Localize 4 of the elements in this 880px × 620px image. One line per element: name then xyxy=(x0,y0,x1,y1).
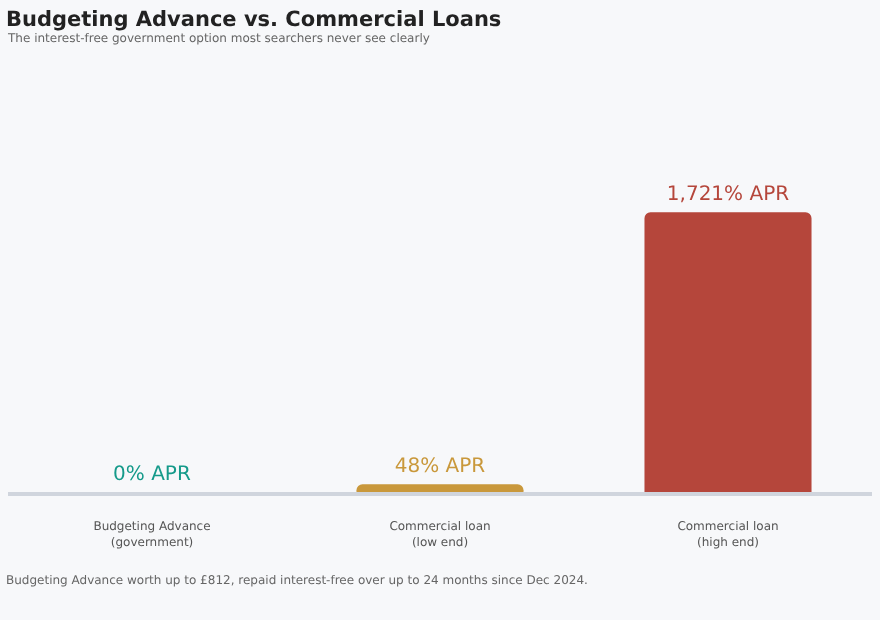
data-label: 48% APR xyxy=(394,456,486,479)
data-label: 1,721% APR xyxy=(666,184,790,207)
data-label: 0% APR xyxy=(113,464,191,486)
chart-title: Budgeting Advance vs. Commercial Loans xyxy=(6,8,502,32)
